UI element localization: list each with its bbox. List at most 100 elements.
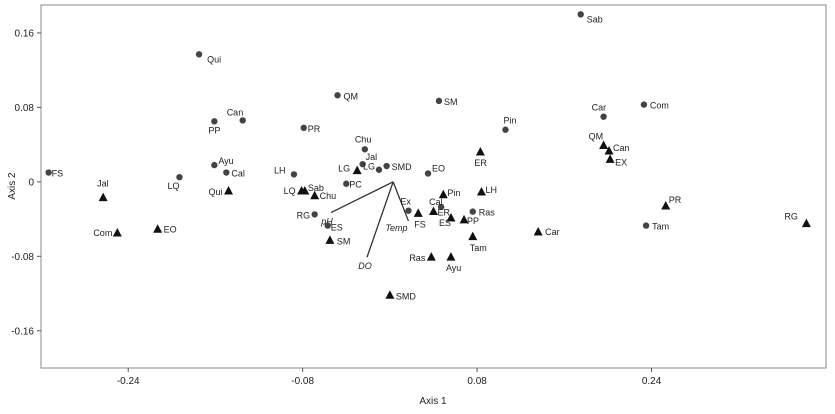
plot-frame (40, 4, 827, 369)
point-label: ES (439, 218, 451, 228)
triangle-point-qui (224, 186, 234, 195)
triangle-point-es (446, 213, 456, 222)
vector-ph (330, 181, 394, 214)
circle-point-pin (502, 126, 509, 133)
circle-point-eo (424, 170, 432, 177)
triangle-point-er (429, 206, 438, 216)
triangle-point-pr (661, 200, 671, 210)
point-label: Ras (409, 253, 426, 263)
circle-point-ex (405, 207, 412, 214)
point-label: Sab (587, 14, 603, 24)
triangle-point-lh (476, 186, 486, 196)
point-label: RG (784, 212, 798, 222)
circle-point-tam (642, 222, 650, 229)
circle-point-ayu (211, 161, 218, 169)
point-label: EO (432, 163, 445, 173)
point-label: Pin (503, 116, 516, 126)
point-label: Qui (207, 54, 221, 64)
triangle-point-tam (468, 231, 478, 241)
triangle-point-er (475, 146, 485, 156)
y-tick-label: 0.08 (15, 103, 35, 114)
point-label: Ras (479, 208, 496, 218)
point-label: Chu (320, 191, 337, 201)
triangle-point-eo (153, 224, 163, 233)
x-tick-label: -0.24 (117, 376, 140, 387)
circle-point-pp (211, 118, 218, 125)
triangle-point-com (112, 227, 122, 237)
y-axis-title: Axis 2 (7, 172, 18, 200)
point-label: PP (467, 216, 479, 226)
point-label: Jal (366, 152, 378, 162)
point-label: EX (615, 158, 627, 168)
circle-point-can (239, 117, 246, 124)
x-axis-title: Axis 1 (419, 396, 447, 407)
y-tick-label: 0 (28, 177, 34, 188)
vector-label: DO (358, 261, 372, 271)
point-label: Car (545, 227, 560, 237)
point-label: LH (485, 185, 497, 195)
point-label: Jal (97, 179, 109, 189)
point-label: LG (363, 162, 375, 172)
circle-point-jal (359, 160, 366, 168)
point-label: ER (438, 208, 451, 218)
triangle-point-pin (438, 189, 448, 199)
vector-label: Temp (385, 223, 407, 233)
point-label: ES (331, 223, 343, 233)
point-label: PC (349, 180, 362, 190)
circle-point-rg (311, 211, 318, 218)
circle-point-cal (223, 169, 230, 176)
point-label: Com (650, 101, 669, 111)
circle-point-cal (437, 203, 445, 211)
circle-point-fs (45, 169, 52, 176)
circle-point-sm (435, 97, 443, 105)
triangle-point-ras (426, 252, 436, 261)
point-label: Car (592, 103, 607, 113)
point-label: Can (227, 107, 244, 117)
y-tick-label: 0.16 (15, 28, 35, 39)
y-tick-label: -0.08 (11, 252, 34, 263)
point-label: Can (613, 143, 630, 153)
y-axis-ticks: 0.16 0.08 0 -0.08 -0.16 (11, 28, 41, 337)
point-label: Cal (429, 197, 443, 207)
point-label: EO (164, 224, 177, 234)
point-label: PR (308, 124, 321, 134)
environmental-vectors: pH Temp DO (320, 181, 410, 271)
triangle-point-qm (599, 140, 609, 149)
circle-point-ras (469, 208, 476, 215)
point-label: PR (669, 195, 682, 205)
circle-point-es (324, 222, 331, 229)
circle-point-lq (176, 173, 183, 181)
point-label: RG (297, 210, 311, 220)
point-label: Cal (231, 169, 245, 179)
triangle-point-fs (413, 208, 423, 217)
point-label: LH (274, 165, 286, 175)
vector-temp (392, 181, 410, 222)
circle-point-pc (343, 180, 350, 187)
triangle-point-pp (459, 214, 469, 224)
point-label: SM (337, 236, 351, 246)
point-label: SMD (392, 162, 413, 172)
triangle-point-ayu (446, 252, 456, 261)
circle-point-lg (375, 166, 383, 173)
circle-point-com (640, 101, 648, 108)
point-label: Qui (209, 187, 223, 197)
circle-point-pr (300, 124, 307, 132)
circle-point-smd (383, 162, 390, 170)
triangle-point-jal (98, 192, 108, 202)
point-label: Tam (652, 222, 669, 232)
triangle-point-sm (325, 235, 335, 244)
point-label: Chu (355, 134, 372, 144)
point-label: Ex (400, 197, 411, 207)
vector-do (366, 181, 394, 258)
x-axis-ticks: -0.24 -0.08 0.08 0.24 (117, 368, 662, 387)
circle-point-chu (361, 146, 369, 153)
point-label: QM (589, 132, 604, 142)
y-tick-label: -0.16 (11, 326, 34, 337)
triangle-point-sab (300, 186, 310, 195)
point-label: Com (93, 228, 112, 238)
circle-point-lh (290, 171, 298, 178)
point-label: Tam (470, 243, 487, 253)
point-label: Ayu (446, 263, 461, 273)
triangle-point-can (604, 146, 614, 155)
